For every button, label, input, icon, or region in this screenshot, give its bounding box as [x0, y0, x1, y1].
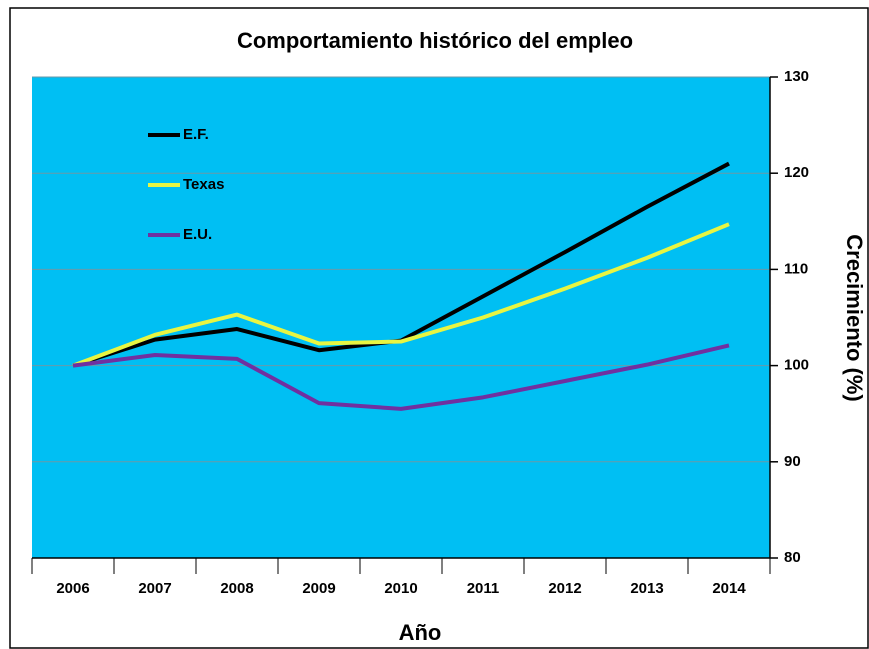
legend-label: E.U.	[183, 226, 212, 243]
line-series	[72, 222, 730, 368]
y-tick-label: 90	[784, 453, 801, 470]
legend-label: E.F.	[183, 126, 209, 143]
x-tick-label: 2013	[630, 580, 663, 597]
y-tick-label: 100	[784, 357, 809, 374]
x-tick-label: 2009	[302, 580, 335, 597]
x-tick-label: 2008	[220, 580, 253, 597]
y-axis-label: Crecimiento (%)	[842, 234, 867, 401]
x-tick-label: 2010	[384, 580, 417, 597]
plot-area	[32, 77, 770, 558]
x-axis-label: Año	[399, 620, 442, 645]
y-tick-label: 120	[784, 164, 809, 181]
x-tick-label: 2012	[548, 580, 581, 597]
x-tick-label: 2014	[712, 580, 746, 597]
x-tick-label: 2006	[56, 580, 89, 597]
y-tick-label: 110	[784, 260, 808, 277]
x-tick-label: 2007	[138, 580, 171, 597]
x-tick-label: 2011	[467, 580, 500, 597]
line-series	[72, 343, 730, 411]
chart-title: Comportamiento histórico del empleo	[237, 28, 633, 53]
y-tick-label: 130	[784, 68, 809, 85]
y-tick-label: 80	[784, 549, 801, 566]
legend-label: Texas	[183, 176, 224, 193]
